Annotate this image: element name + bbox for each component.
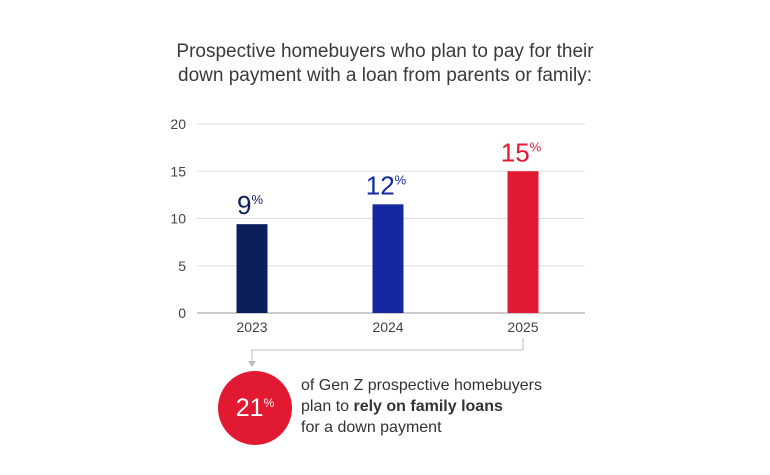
bar-2025	[507, 171, 539, 313]
y-tick-label: 20	[170, 116, 186, 132]
data-label: 12%	[366, 170, 407, 200]
y-tick-label: 0	[178, 305, 186, 321]
callout-line-3: for a down payment	[301, 419, 442, 436]
y-tick-label: 10	[170, 211, 186, 227]
callout-percent-circle: 21%	[218, 371, 292, 445]
bar-2023	[236, 224, 268, 313]
x-tick-label: 2025	[507, 319, 538, 335]
data-label: 15%	[501, 137, 542, 167]
data-label: 9%	[237, 190, 263, 220]
chart-title-line-2: down payment with a loan from parents or…	[178, 65, 592, 86]
y-tick-label: 5	[178, 258, 186, 274]
callout-percent: 21%	[235, 393, 275, 422]
callout-line-2: plan to rely on family loans	[301, 396, 542, 417]
bracket-arrowhead	[248, 361, 256, 367]
callout-line-2-bold: rely on family loans	[353, 398, 503, 415]
callout-line-2-prefix: plan to	[301, 398, 354, 415]
callout-text: of Gen Z prospective homebuyers plan to …	[301, 375, 542, 438]
x-tick-label: 2023	[236, 319, 267, 335]
callout-number: 21	[235, 393, 264, 422]
callout-unit: %	[263, 395, 275, 410]
chart-title-line-1: Prospective homebuyers who plan to pay f…	[176, 41, 594, 62]
bar-2024	[372, 204, 404, 313]
x-tick-label: 2024	[372, 319, 403, 335]
bracket-connector	[251, 338, 524, 362]
callout-line-1: of Gen Z prospective homebuyers	[301, 377, 543, 394]
y-tick-label: 15	[170, 163, 186, 179]
